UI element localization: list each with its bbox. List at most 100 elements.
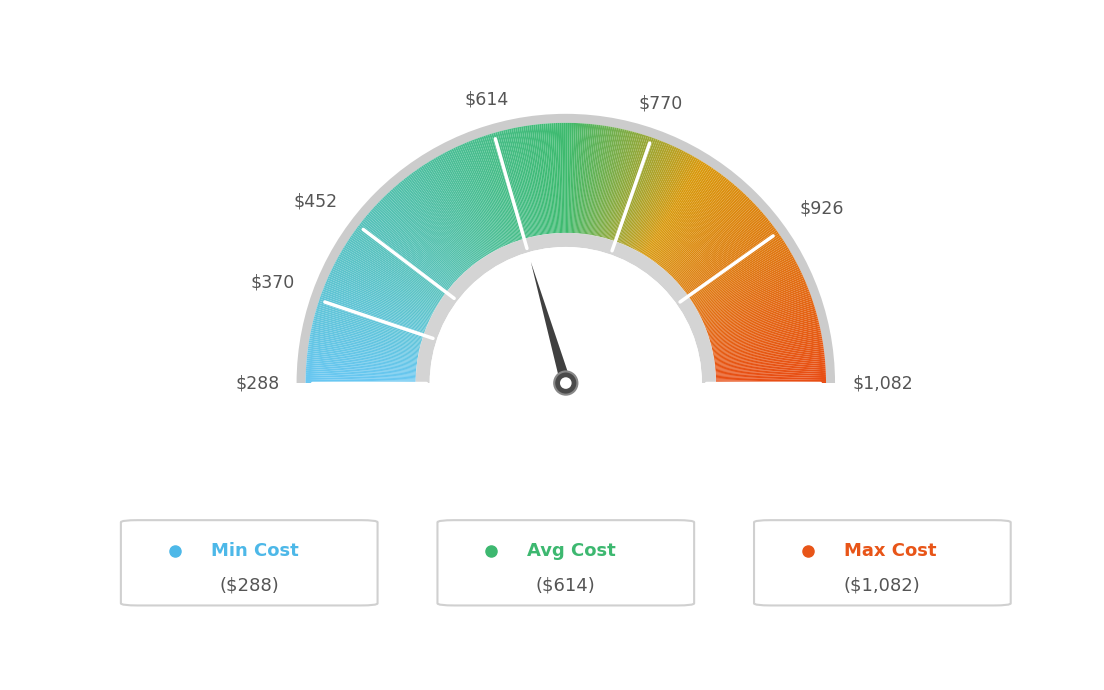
Wedge shape	[697, 256, 794, 310]
Wedge shape	[496, 132, 527, 239]
Wedge shape	[392, 188, 467, 271]
Wedge shape	[688, 230, 777, 296]
Wedge shape	[669, 195, 747, 275]
Wedge shape	[708, 301, 814, 337]
Wedge shape	[713, 331, 821, 354]
Wedge shape	[505, 130, 532, 237]
Wedge shape	[587, 126, 605, 235]
Wedge shape	[306, 365, 416, 373]
Wedge shape	[310, 333, 418, 355]
Wedge shape	[714, 344, 824, 362]
Wedge shape	[376, 204, 457, 280]
Wedge shape	[388, 192, 464, 274]
Wedge shape	[443, 153, 496, 251]
Wedge shape	[406, 176, 475, 264]
Wedge shape	[432, 159, 489, 255]
Wedge shape	[460, 144, 506, 246]
Wedge shape	[712, 322, 819, 349]
Wedge shape	[391, 189, 466, 272]
Wedge shape	[538, 124, 551, 234]
Wedge shape	[444, 152, 497, 250]
Wedge shape	[484, 135, 519, 241]
Wedge shape	[533, 125, 549, 234]
Wedge shape	[417, 168, 481, 259]
Wedge shape	[308, 342, 417, 361]
Text: $370: $370	[251, 274, 295, 292]
Wedge shape	[586, 125, 603, 235]
Wedge shape	[694, 249, 789, 306]
Wedge shape	[517, 127, 539, 235]
Wedge shape	[709, 306, 815, 340]
Wedge shape	[645, 161, 703, 256]
Wedge shape	[595, 128, 618, 236]
Wedge shape	[378, 202, 458, 279]
Wedge shape	[575, 124, 584, 233]
Wedge shape	[570, 123, 574, 233]
Text: ($614): ($614)	[535, 576, 596, 595]
Wedge shape	[489, 134, 523, 239]
Wedge shape	[681, 217, 767, 288]
Wedge shape	[541, 124, 553, 234]
Wedge shape	[606, 132, 638, 239]
Wedge shape	[434, 158, 490, 254]
Wedge shape	[479, 137, 517, 242]
Wedge shape	[715, 355, 825, 368]
Wedge shape	[306, 379, 416, 382]
Wedge shape	[576, 124, 586, 233]
Wedge shape	[583, 125, 598, 234]
Wedge shape	[711, 315, 817, 344]
Text: ($288): ($288)	[220, 576, 279, 595]
Wedge shape	[306, 123, 826, 383]
Wedge shape	[683, 220, 771, 290]
Wedge shape	[455, 147, 503, 247]
Wedge shape	[323, 286, 426, 328]
Wedge shape	[363, 219, 449, 289]
Wedge shape	[511, 128, 535, 236]
Wedge shape	[633, 150, 684, 249]
Wedge shape	[360, 222, 448, 291]
Wedge shape	[711, 317, 818, 346]
Wedge shape	[565, 123, 567, 233]
Wedge shape	[428, 161, 487, 256]
Wedge shape	[325, 284, 427, 326]
Wedge shape	[635, 152, 688, 250]
Wedge shape	[527, 126, 544, 235]
Wedge shape	[612, 135, 646, 240]
Wedge shape	[645, 162, 705, 256]
Wedge shape	[447, 150, 499, 249]
Wedge shape	[569, 123, 572, 233]
Wedge shape	[701, 270, 802, 319]
Wedge shape	[715, 377, 826, 381]
Wedge shape	[493, 132, 526, 239]
Wedge shape	[715, 371, 826, 377]
Wedge shape	[331, 268, 431, 318]
Wedge shape	[543, 124, 554, 233]
Wedge shape	[337, 257, 434, 312]
Wedge shape	[656, 175, 724, 264]
Wedge shape	[618, 139, 658, 243]
Wedge shape	[314, 318, 421, 347]
Wedge shape	[715, 373, 826, 378]
Wedge shape	[699, 262, 797, 314]
Wedge shape	[698, 259, 796, 313]
Wedge shape	[437, 156, 492, 253]
Wedge shape	[531, 125, 546, 235]
Wedge shape	[414, 170, 479, 261]
Wedge shape	[344, 244, 439, 304]
Wedge shape	[616, 137, 654, 242]
Wedge shape	[601, 130, 628, 237]
Wedge shape	[715, 357, 825, 369]
Wedge shape	[348, 239, 440, 301]
Text: ($1,082): ($1,082)	[843, 576, 921, 595]
Text: Max Cost: Max Cost	[843, 542, 936, 560]
Wedge shape	[319, 299, 424, 335]
Wedge shape	[713, 336, 822, 357]
Wedge shape	[394, 186, 467, 270]
Wedge shape	[715, 379, 826, 382]
Wedge shape	[671, 197, 750, 277]
Wedge shape	[580, 124, 593, 234]
Wedge shape	[323, 287, 426, 329]
Wedge shape	[626, 144, 671, 246]
Wedge shape	[411, 172, 478, 262]
Wedge shape	[429, 160, 488, 255]
